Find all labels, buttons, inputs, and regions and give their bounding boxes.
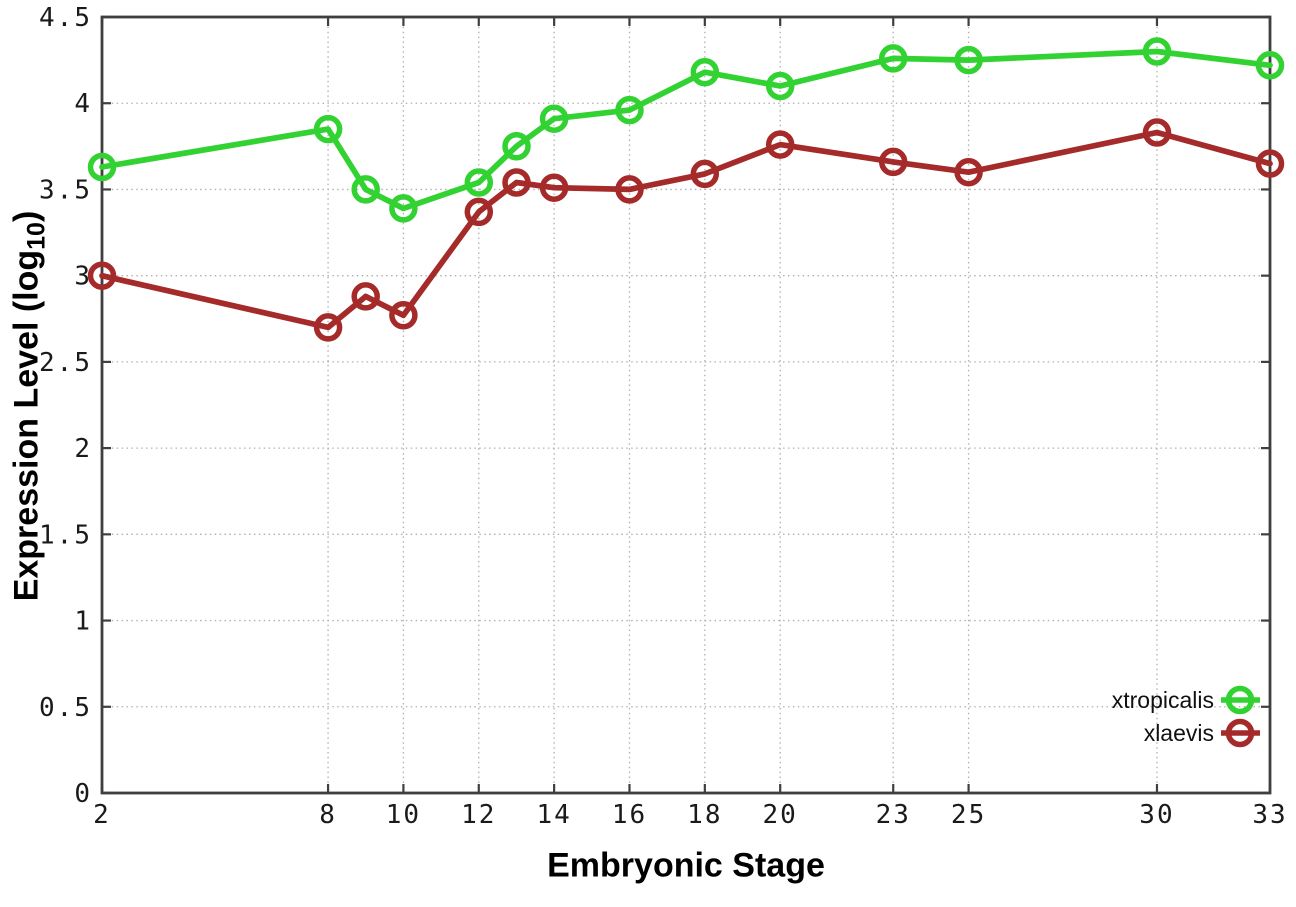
data-point-xtropicalis-x33 <box>1255 51 1285 80</box>
data-point-xlaevis-x16 <box>615 175 644 204</box>
data-point-xlaevis-x20 <box>765 130 795 159</box>
data-point-xlaevis-x23 <box>878 147 908 177</box>
x-axis-label: Embryonic Stage <box>547 846 825 885</box>
data-point-xtropicalis-x12 <box>464 168 494 197</box>
data-point-xtropicalis-x9 <box>351 175 380 204</box>
data-point-xtropicalis-x8 <box>313 114 343 144</box>
x-tick-label-18: 18 <box>687 800 722 830</box>
legend-sample-marker-xlaevis <box>1225 718 1255 748</box>
y-tick-label-0.5: 0.5 <box>39 693 92 723</box>
y-tick-label-0: 0 <box>74 779 92 809</box>
legend-sample-marker-xtropicalis <box>1225 685 1255 715</box>
x-tick-label-20: 20 <box>763 800 798 830</box>
data-point-xtropicalis-x23 <box>878 44 908 73</box>
x-tick-label-8: 8 <box>319 800 337 830</box>
y-axis-label-text: Expression Level (log <box>7 249 46 602</box>
data-point-xtropicalis-x30 <box>1142 37 1172 66</box>
data-point-xlaevis-x18 <box>690 159 720 189</box>
y-tick-label-1.5: 1.5 <box>39 520 92 550</box>
y-tick-label-3.5: 3.5 <box>39 175 92 205</box>
y-axis-label-subscript: 10 <box>22 222 51 250</box>
y-tick-label-3: 3 <box>74 262 92 292</box>
x-tick-label-25: 25 <box>951 800 986 830</box>
data-point-xlaevis-x14 <box>539 173 569 202</box>
data-point-xtropicalis-x14 <box>539 104 569 133</box>
legend-label-xlaevis: xlaevis <box>1144 720 1214 746</box>
data-point-xlaevis-x10 <box>389 301 418 330</box>
x-tick-label-16: 16 <box>612 800 647 830</box>
data-point-xlaevis-x13 <box>502 168 531 197</box>
x-tick-label-30: 30 <box>1139 800 1174 830</box>
x-tick-label-33: 33 <box>1252 800 1287 830</box>
data-point-xlaevis-x33 <box>1255 149 1285 178</box>
x-tick-label-23: 23 <box>876 800 911 830</box>
y-tick-label-4: 4 <box>74 89 92 119</box>
data-point-xlaevis-x12 <box>464 197 494 227</box>
x-tick-label-14: 14 <box>536 800 571 830</box>
y-axis-label: Expression Level (log10) <box>7 210 51 602</box>
y-tick-label-4.5: 4.5 <box>39 3 92 33</box>
data-point-xlaevis-x8 <box>313 313 343 342</box>
data-point-xtropicalis-x2 <box>87 152 117 182</box>
y-axis-label-close: ) <box>7 210 46 223</box>
data-point-xtropicalis-x16 <box>615 95 644 125</box>
x-tick-label-10: 10 <box>386 800 421 830</box>
data-point-xlaevis-x2 <box>87 261 117 290</box>
y-tick-label-2: 2 <box>74 434 92 464</box>
data-point-xtropicalis-x18 <box>690 57 720 87</box>
data-point-xlaevis-x30 <box>1142 118 1172 147</box>
data-point-xlaevis-x25 <box>954 157 983 187</box>
series-line-xtropicalis <box>99 48 1273 212</box>
x-tick-label-12: 12 <box>461 800 496 830</box>
y-tick-label-2.5: 2.5 <box>39 348 92 378</box>
data-point-xlaevis-x9 <box>351 282 380 311</box>
x-tick-label-2: 2 <box>93 800 111 830</box>
data-point-xtropicalis-x20 <box>765 71 795 101</box>
series-line-xlaevis <box>99 129 1273 331</box>
data-point-xtropicalis-x10 <box>389 194 418 223</box>
y-tick-label-1: 1 <box>74 607 92 637</box>
data-point-xtropicalis-x25 <box>954 45 983 75</box>
data-point-xtropicalis-x13 <box>502 132 531 161</box>
plot-border <box>100 15 1272 795</box>
legend-label-xtropicalis: xtropicalis <box>1112 687 1214 713</box>
